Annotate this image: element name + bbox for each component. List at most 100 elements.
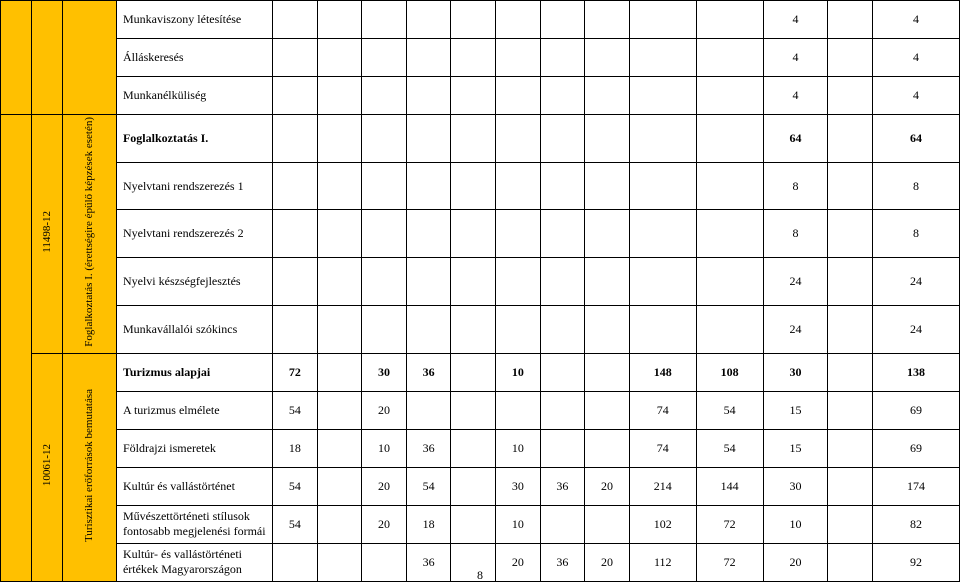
cell: [496, 39, 541, 77]
cell: 24: [763, 305, 828, 353]
cell: [585, 1, 630, 39]
cell: [496, 162, 541, 210]
cell: 24: [763, 258, 828, 306]
cell: 4: [763, 39, 828, 77]
table-row: 11498-12 Foglalkoztatás I. (érettségire …: [1, 115, 960, 163]
row-label: Földrajzi ismeretek: [116, 429, 272, 467]
cell: [406, 258, 451, 306]
cell: [585, 505, 630, 543]
cell: [540, 391, 585, 429]
cell: [585, 305, 630, 353]
vheader-blank-left-b: [32, 1, 63, 115]
cell: [406, 210, 451, 258]
cell: [585, 353, 630, 391]
cell: [317, 258, 362, 306]
table-row: Földrajzi ismeretek 18 10 36 10 74 54 15…: [1, 429, 960, 467]
row-label: Nyelvi készségfejlesztés: [116, 258, 272, 306]
cell: [629, 115, 696, 163]
cell: 36: [406, 429, 451, 467]
cell: [585, 39, 630, 77]
cell: [629, 305, 696, 353]
vheader-blank-left-c: [63, 1, 117, 115]
cell: [451, 39, 496, 77]
cell: [696, 162, 763, 210]
cell: [406, 1, 451, 39]
cell: [540, 77, 585, 115]
cell: 148: [629, 353, 696, 391]
cell: [317, 305, 362, 353]
cell: 4: [763, 1, 828, 39]
cell: 138: [872, 353, 959, 391]
cell: 54: [273, 391, 318, 429]
cell: [273, 210, 318, 258]
vheader-group2-code: 10061-12: [32, 353, 63, 581]
cell: [451, 467, 496, 505]
row-label: Művészettörténeti stílusok fontosabb meg…: [116, 505, 272, 543]
cell: [540, 353, 585, 391]
cell: [317, 162, 362, 210]
cell: [629, 39, 696, 77]
cell: 18: [273, 429, 318, 467]
row-label: Nyelvtani rendszerezés 2: [116, 210, 272, 258]
row-label: Nyelvtani rendszerezés 1: [116, 162, 272, 210]
cell: [451, 305, 496, 353]
cell: [496, 115, 541, 163]
cell: 20: [585, 467, 630, 505]
cell: [362, 115, 407, 163]
cell: [828, 162, 873, 210]
table-row: Nyelvtani rendszerezés 2 8 8: [1, 210, 960, 258]
cell: [540, 210, 585, 258]
cell: 10: [496, 505, 541, 543]
cell: [362, 258, 407, 306]
cell: [828, 210, 873, 258]
cell: [317, 77, 362, 115]
cell: [585, 429, 630, 467]
cell: [362, 77, 407, 115]
cell: [451, 162, 496, 210]
cell: 15: [763, 429, 828, 467]
table-row: 10061-12 Turisztikai erőforrások bemutat…: [1, 353, 960, 391]
cell: [451, 505, 496, 543]
table-row: Nyelvi készségfejlesztés 24 24: [1, 258, 960, 306]
cell: [696, 1, 763, 39]
cell: [273, 305, 318, 353]
cell: [362, 39, 407, 77]
cell: 54: [406, 467, 451, 505]
cell: 30: [763, 353, 828, 391]
cell: [317, 115, 362, 163]
cell: 4: [872, 77, 959, 115]
cell: 30: [496, 467, 541, 505]
cell: [828, 353, 873, 391]
cell: [451, 1, 496, 39]
cell: [696, 77, 763, 115]
row-label: Turizmus alapjai: [116, 353, 272, 391]
cell: 74: [629, 429, 696, 467]
cell: 15: [763, 391, 828, 429]
cell: 10: [496, 429, 541, 467]
cell: 4: [872, 39, 959, 77]
cell: [451, 210, 496, 258]
cell: [317, 1, 362, 39]
vheader-title-text: Turisztikai erőforrások bemutatása: [83, 389, 96, 542]
cell: [696, 39, 763, 77]
cell: [362, 305, 407, 353]
cell: [585, 210, 630, 258]
cell: [406, 77, 451, 115]
cell: [828, 505, 873, 543]
cell: 69: [872, 429, 959, 467]
cell: 20: [362, 505, 407, 543]
cell: [273, 1, 318, 39]
cell: [362, 162, 407, 210]
cell: [696, 258, 763, 306]
cell: [273, 39, 318, 77]
vheader-group1-title: Foglalkoztatás I. (érettségire épülő kép…: [63, 115, 117, 354]
cell: 10: [496, 353, 541, 391]
table-row: Munkavállalói szókincs 24 24: [1, 305, 960, 353]
row-label: Foglalkoztatás I.: [116, 115, 272, 163]
cell: [540, 305, 585, 353]
table-row: A turizmus elmélete 54 20 74 54 15 69: [1, 391, 960, 429]
cell: 144: [696, 467, 763, 505]
cell: [828, 115, 873, 163]
cell: [496, 77, 541, 115]
cell: [496, 258, 541, 306]
